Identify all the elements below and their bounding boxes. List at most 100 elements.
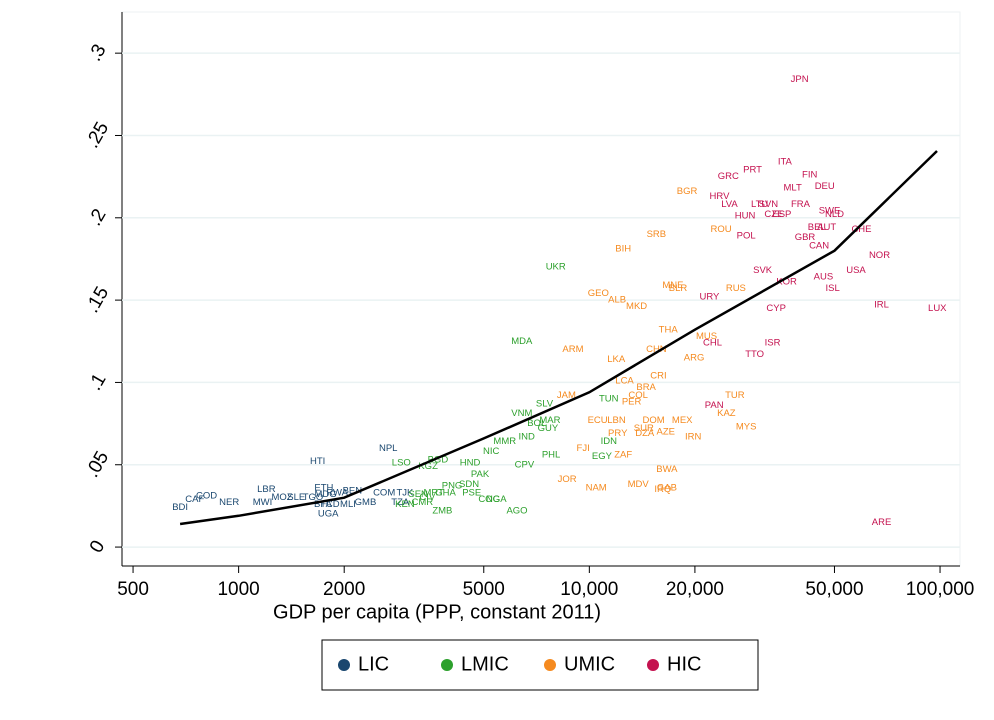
point-label: IRQ xyxy=(654,484,671,495)
x-tick-label: 5000 xyxy=(463,579,505,600)
point-label: PER xyxy=(622,397,642,408)
legend-marker xyxy=(544,659,556,671)
point-label: GHA xyxy=(435,487,456,498)
point-label: CRI xyxy=(650,370,666,381)
point-label: VNM xyxy=(511,408,532,419)
point-label: SRB xyxy=(647,229,667,240)
point-label: COL xyxy=(628,390,648,401)
point-label: MWI xyxy=(253,497,273,508)
point-label: HTI xyxy=(310,456,325,467)
point-label: AUT xyxy=(817,222,836,233)
point-label: ARE xyxy=(872,517,892,528)
point-label: BEN xyxy=(343,486,363,497)
point-label: PRT xyxy=(743,165,762,176)
x-tick-label: 50,000 xyxy=(805,579,863,600)
point-label: MNE xyxy=(662,280,683,291)
point-label: GUY xyxy=(538,423,559,434)
point-label: LBR xyxy=(257,484,276,495)
point-label: NER xyxy=(219,497,239,508)
point-label: NAM xyxy=(586,482,607,493)
point-label: SLE xyxy=(287,492,305,503)
point-label: NLD xyxy=(825,209,844,220)
point-label: JOR xyxy=(558,474,577,485)
point-label: ZMB xyxy=(432,505,452,516)
point-label: SUR xyxy=(634,423,654,434)
point-label: AUS xyxy=(814,272,834,283)
point-label: AGO xyxy=(506,505,527,516)
point-label: TZA xyxy=(391,497,410,508)
point-label: TUN xyxy=(599,393,619,404)
point-label: ETH xyxy=(314,482,333,493)
x-tick-label: 2000 xyxy=(323,579,365,600)
x-tick-label: 10,000 xyxy=(560,579,618,600)
point-label: GRC xyxy=(718,171,739,182)
point-label: IRL xyxy=(874,300,889,311)
point-label: PHL xyxy=(542,449,560,460)
point-label: COD xyxy=(196,491,217,502)
legend xyxy=(321,639,759,691)
point-label: BRA xyxy=(636,382,656,393)
point-label: PNG xyxy=(442,481,463,492)
legend-marker xyxy=(338,659,350,671)
point-label: HND xyxy=(460,458,481,469)
point-label: FJI xyxy=(577,443,590,454)
point-label: ROU xyxy=(711,224,732,235)
point-label: PSE xyxy=(462,487,481,498)
x-tick-label: 1000 xyxy=(217,579,259,600)
point-label: CPV xyxy=(515,459,535,470)
point-label: HRV xyxy=(710,191,731,202)
point-label: NPL xyxy=(379,443,397,454)
point-label: IDN xyxy=(601,436,618,447)
point-label: BGD xyxy=(428,454,449,465)
point-label: NGA xyxy=(486,494,507,505)
x-tick-label: 100,000 xyxy=(906,579,975,600)
point-label: MDA xyxy=(511,336,533,347)
point-label: MLT xyxy=(784,183,802,194)
point-label: EGY xyxy=(592,451,613,462)
point-label: SWE xyxy=(819,206,841,217)
point-label: TJK xyxy=(396,487,414,498)
point-label: LBN xyxy=(607,415,626,426)
point-label: TGO xyxy=(303,492,324,503)
point-label: ITA xyxy=(778,156,793,167)
point-label: CAN xyxy=(809,240,829,251)
point-label: ZAF xyxy=(614,449,632,460)
point-label: DOM xyxy=(643,415,665,426)
point-label: MMR xyxy=(493,436,516,447)
x-axis-title: GDP per capita (PPP, constant 2011) xyxy=(273,601,601,623)
legend-label: LIC xyxy=(358,653,389,675)
point-label: LSO xyxy=(392,458,411,469)
point-label: ALB xyxy=(608,295,626,306)
point-label: IND xyxy=(519,431,536,442)
point-label: MLI xyxy=(340,499,356,510)
point-label: KOR xyxy=(776,277,797,288)
point-label: UKR xyxy=(546,262,566,273)
point-label: PAN xyxy=(705,400,724,411)
point-label: SVK xyxy=(753,265,773,276)
point-label: BDI xyxy=(172,502,188,513)
point-label: HUN xyxy=(735,211,756,222)
point-label: URY xyxy=(699,291,720,302)
point-label: RUS xyxy=(726,283,746,294)
point-label: CIV xyxy=(419,492,436,503)
point-label: MOZ xyxy=(272,492,293,503)
legend-marker xyxy=(647,659,659,671)
legend-label: LMIC xyxy=(461,653,509,675)
point-label: MDV xyxy=(628,479,650,490)
point-label: CHL xyxy=(703,337,722,348)
legend-label: UMIC xyxy=(564,653,615,675)
point-label: FRA xyxy=(791,199,811,210)
point-label: ISR xyxy=(765,337,781,348)
point-label: TCD xyxy=(320,499,340,510)
point-label: GAB xyxy=(657,482,677,493)
point-label: LVA xyxy=(721,199,738,210)
point-label: BLR xyxy=(669,283,688,294)
point-label: COM xyxy=(373,487,395,498)
point-label: POL xyxy=(737,230,756,241)
legend-marker xyxy=(441,659,453,671)
point-label: MRT xyxy=(424,487,445,498)
point-label: SDN xyxy=(459,479,479,490)
point-label: LKA xyxy=(607,354,626,365)
point-label: BFA xyxy=(314,499,333,510)
